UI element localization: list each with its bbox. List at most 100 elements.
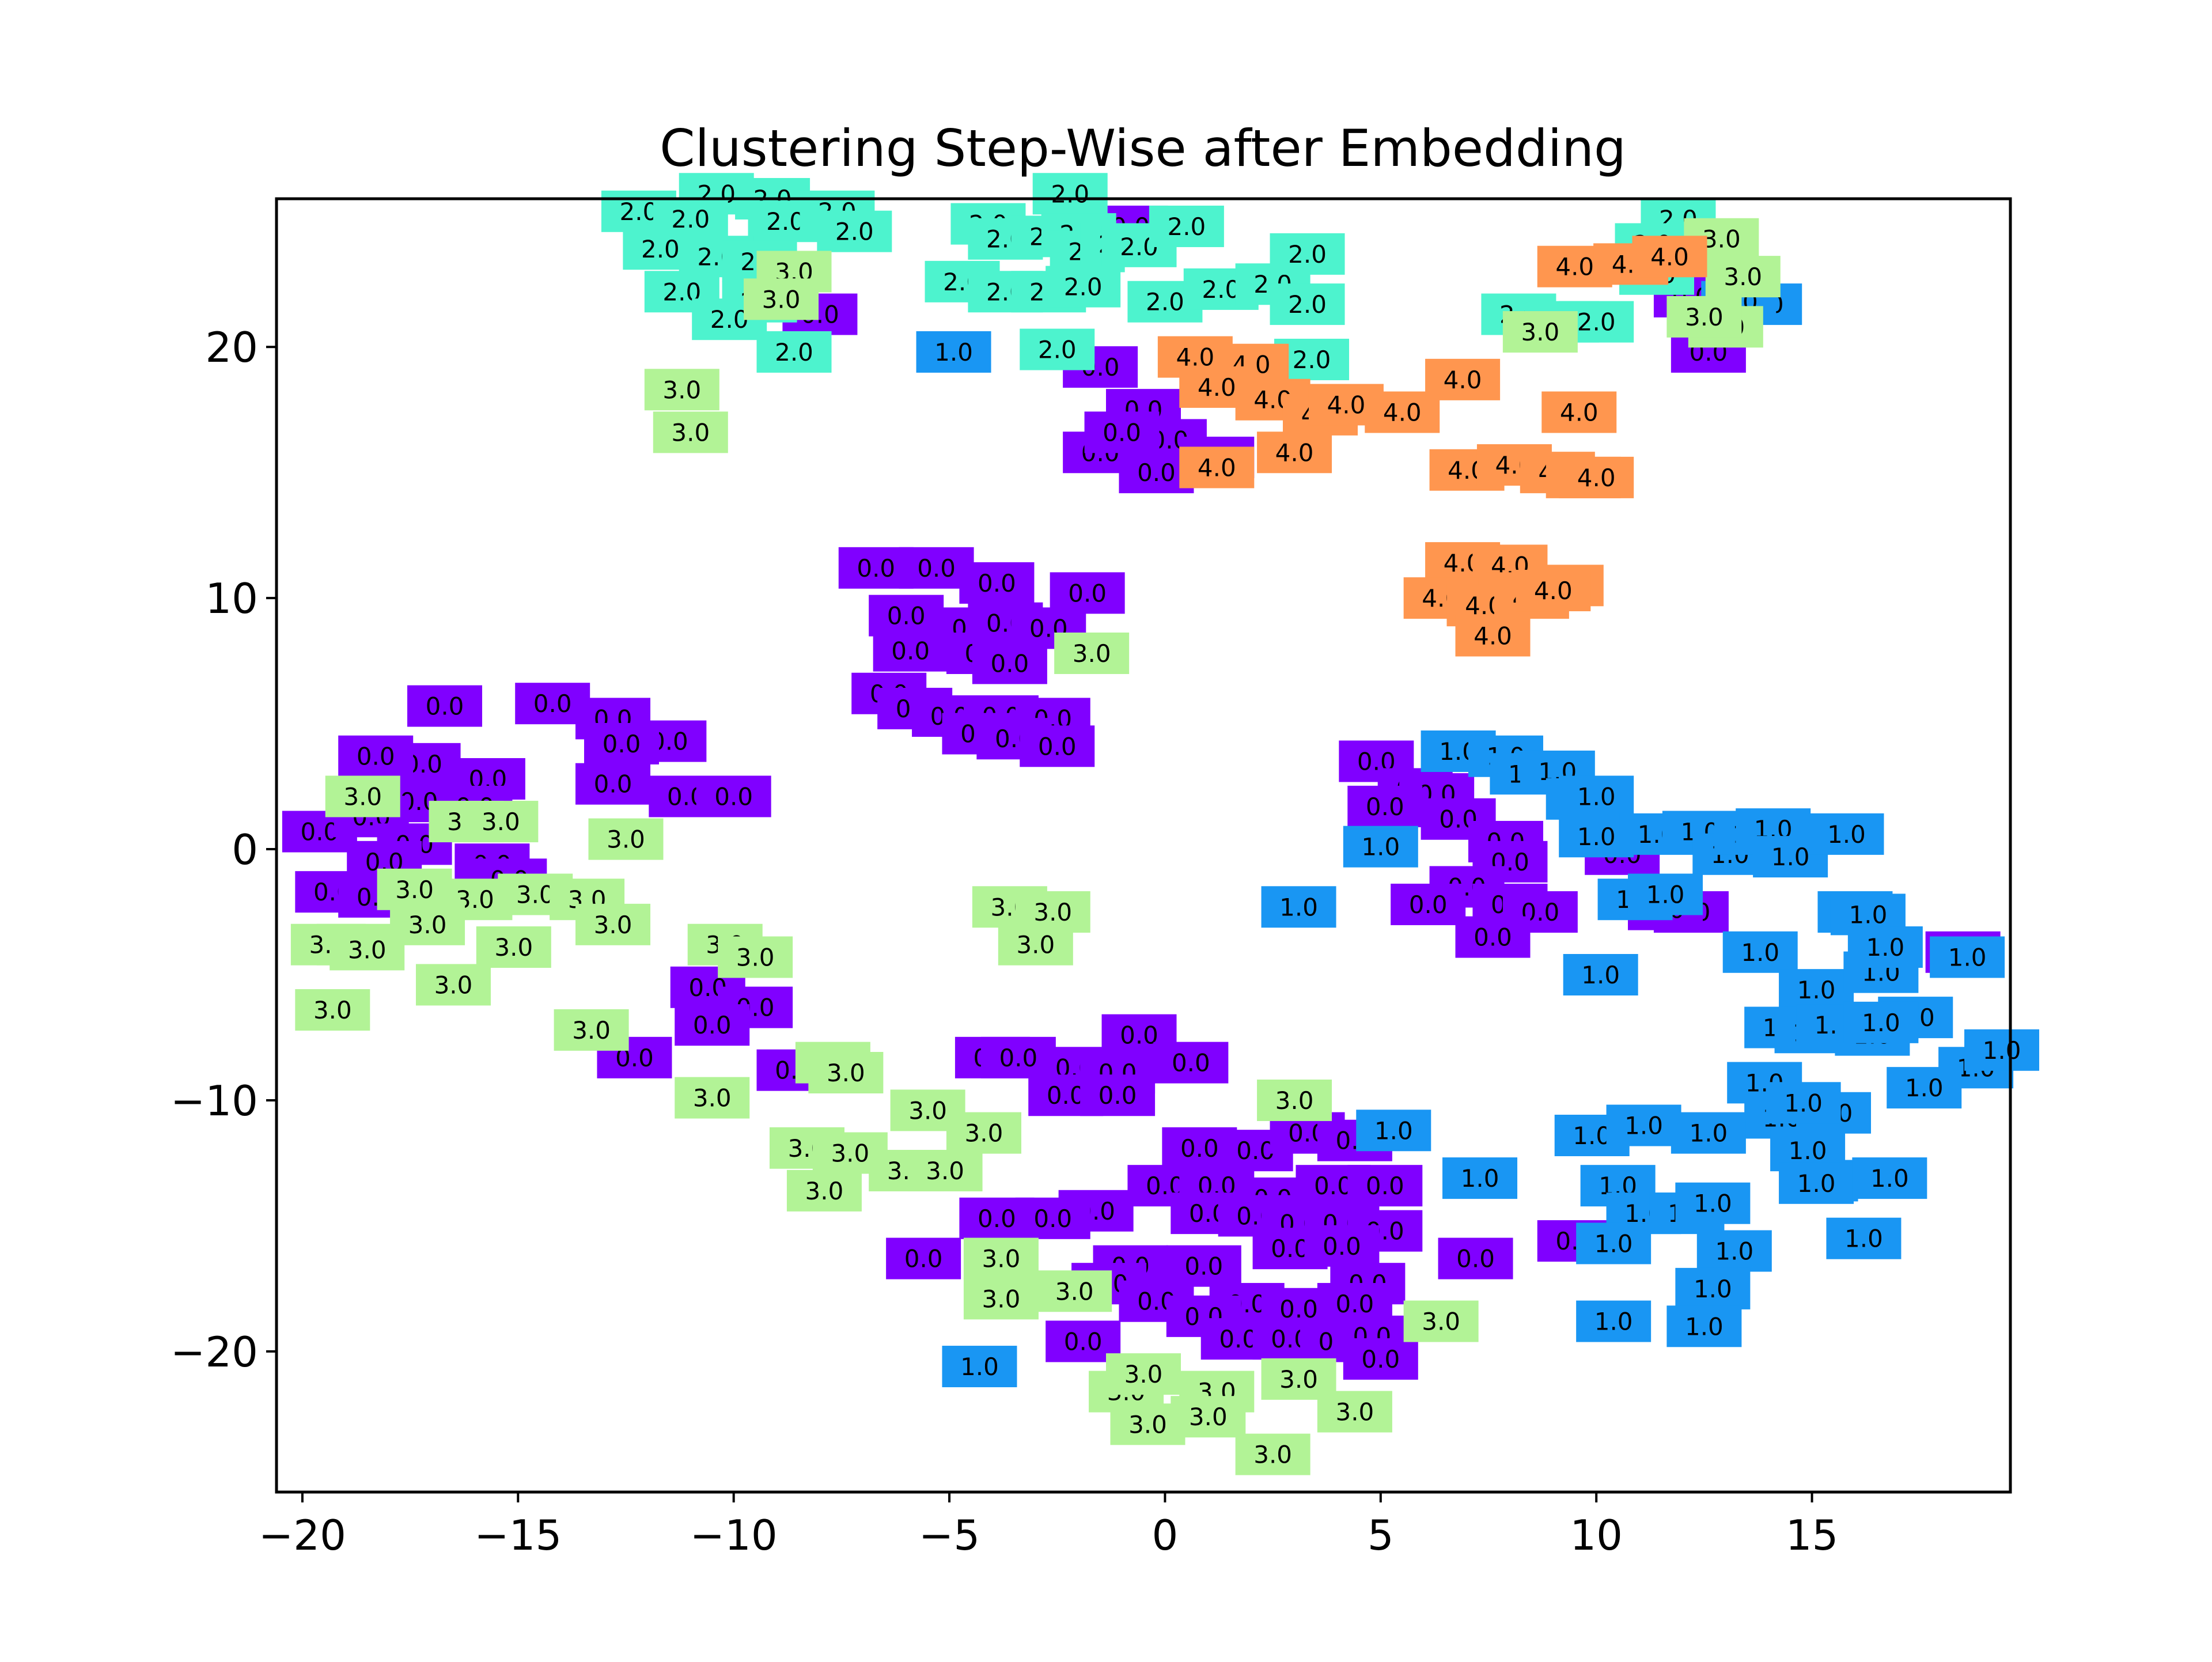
point-label: 2.0: [620, 198, 658, 226]
point-label: 1.0: [1577, 782, 1616, 811]
point-box: [998, 923, 1073, 966]
data-point: 0.0: [282, 811, 357, 853]
point-box: [415, 964, 491, 1006]
point-label: 0.0: [999, 1044, 1037, 1072]
data-point: 1.0: [1627, 873, 1703, 915]
point-label: 0.0: [891, 637, 930, 665]
data-point: 1.0: [1843, 1001, 1919, 1043]
point-label: 0.0: [426, 692, 464, 721]
point-label: 3.0: [1702, 225, 1741, 253]
point-label: 3.0: [1422, 1308, 1460, 1336]
point-label: 1.0: [1581, 961, 1620, 989]
point-box: [1261, 886, 1336, 928]
data-point: 3.0: [744, 278, 819, 320]
x-tick-label: −15: [474, 1511, 562, 1559]
point-label: 0.0: [1323, 1232, 1361, 1260]
data-point: 0.0: [873, 630, 948, 672]
data-point: 1.0: [1442, 1157, 1518, 1199]
point-label: 1.0: [1689, 1119, 1728, 1148]
point-label: 0.0: [887, 602, 926, 630]
point-box: [1779, 969, 1854, 1011]
point-label: 3.0: [1279, 1365, 1318, 1394]
point-box: [1502, 311, 1578, 353]
point-label: 0.0: [693, 1011, 732, 1039]
data-point: 2.0: [1559, 301, 1634, 343]
point-box: [1304, 1225, 1380, 1267]
point-label: 0.0: [1184, 1252, 1223, 1281]
data-point: 2.0: [1270, 283, 1345, 325]
point-box: [1666, 1305, 1742, 1347]
data-point: 3.0: [329, 929, 405, 971]
point-label: 4.0: [1383, 399, 1422, 427]
data-point: 3.0: [295, 989, 370, 1031]
point-label: 3.0: [494, 933, 533, 961]
data-point: 1.0: [1261, 886, 1336, 928]
point-box: [1455, 916, 1531, 958]
point-label: 3.0: [348, 936, 387, 964]
data-point: 0.0: [575, 763, 651, 805]
point-label: 0.0: [357, 743, 395, 771]
plot-frame: [275, 197, 2012, 1494]
point-label: 0.0: [1219, 1325, 1257, 1353]
point-label: 2.0: [1288, 240, 1327, 268]
point-label: 1.0: [1594, 1229, 1633, 1258]
point-label: 3.0: [1521, 318, 1559, 346]
data-point: 0.0: [1020, 725, 1095, 767]
data-point: 1.0: [1722, 931, 1798, 973]
point-box: [1257, 1079, 1332, 1121]
point-label: 1.0: [1948, 943, 1987, 971]
point-box: [886, 1237, 961, 1279]
point-box: [1054, 633, 1130, 675]
data-point: 0.0: [1050, 572, 1125, 614]
point-box: [817, 210, 892, 252]
point-label: 3.0: [1335, 1398, 1374, 1426]
point-box: [1425, 358, 1501, 400]
point-box: [1516, 570, 1591, 612]
data-point: 4.0: [1559, 456, 1634, 498]
data-point: 0.0: [972, 642, 1047, 684]
point-label: 1.0: [1279, 893, 1318, 921]
point-box: [1106, 1353, 1181, 1395]
point-label: 0.0: [1474, 923, 1512, 952]
point-box: [1442, 1157, 1518, 1199]
point-box: [1722, 931, 1798, 973]
data-point: 4.0: [1516, 570, 1591, 612]
point-box: [1153, 1042, 1229, 1084]
point-box: [744, 278, 819, 320]
data-point: 3.0: [998, 923, 1073, 966]
point-label: 3.0: [482, 808, 520, 836]
point-box: [916, 331, 991, 373]
point-box: [1705, 256, 1781, 298]
data-point: 0.0: [1347, 785, 1423, 827]
point-box: [1576, 1222, 1652, 1265]
data-point: 3.0: [325, 775, 400, 817]
data-point: 1.0: [1606, 1104, 1681, 1146]
point-box: [963, 1278, 1039, 1320]
point-label: 3.0: [1253, 1441, 1292, 1469]
point-label: 3.0: [1033, 898, 1072, 926]
point-label: 2.0: [766, 207, 805, 236]
point-label: 2.0: [1146, 288, 1184, 316]
data-point: 4.0: [1425, 358, 1501, 400]
point-box: [1887, 1067, 1962, 1109]
point-label: 0.0: [1361, 1345, 1400, 1373]
point-label: 3.0: [662, 376, 701, 404]
data-point: 3.0: [390, 903, 465, 945]
data-point: 1.0: [1675, 1182, 1751, 1224]
point-box: [329, 929, 405, 971]
point-label: 0.0: [1103, 418, 1141, 446]
data-point: 3.0: [808, 1052, 884, 1094]
data-point: 3.0: [963, 1278, 1039, 1320]
point-box: [1235, 1433, 1310, 1475]
point-box: [1270, 283, 1345, 325]
data-point: 1.0: [1356, 1110, 1431, 1152]
point-label: 0.0: [533, 690, 572, 718]
point-box: [407, 685, 483, 727]
data-point: 3.0: [1106, 1353, 1181, 1395]
point-label: 4.0: [1474, 622, 1512, 650]
point-box: [554, 1009, 629, 1051]
point-label: 3.0: [805, 1177, 844, 1205]
data-point: 2.0: [1020, 328, 1095, 370]
data-point: 4.0: [1179, 446, 1255, 489]
data-point: 1.0: [1559, 775, 1634, 817]
